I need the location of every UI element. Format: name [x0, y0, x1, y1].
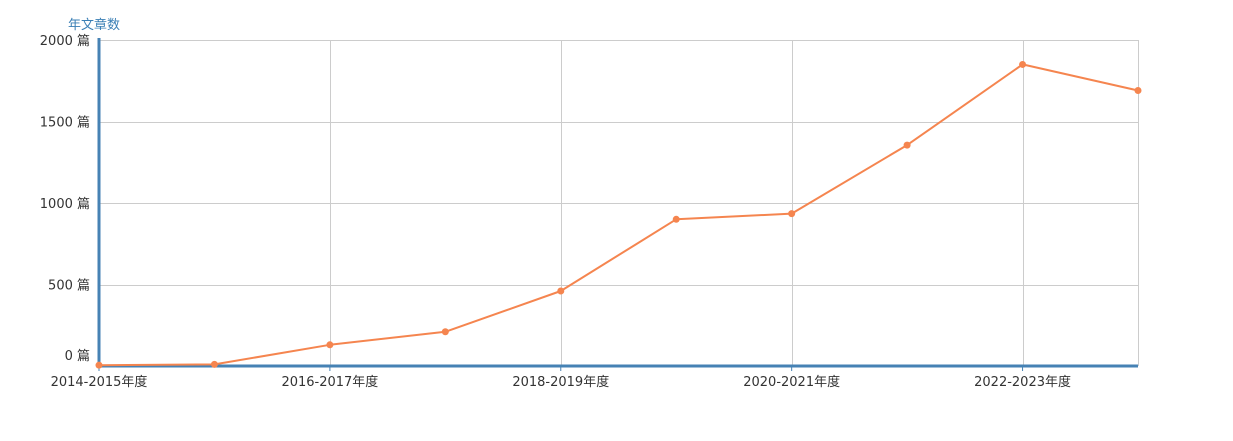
x-tick-label: 2014-2015年度: [51, 374, 148, 390]
y-tick-label: 500 篇: [48, 279, 90, 294]
x-tick-label: 2016-2017年度: [281, 374, 378, 390]
y-tick-label: 1000 篇: [40, 197, 90, 212]
x-tick-label: 2018-2019年度: [512, 374, 609, 390]
y-tick-label: 1500 篇: [40, 116, 90, 131]
data-point: [326, 341, 334, 349]
x-tick-label: 2020-2021年度: [743, 374, 840, 390]
data-point: [1019, 60, 1027, 68]
data-point: [788, 210, 796, 218]
y-axis-title: 年文章数: [68, 17, 120, 33]
data-point: [1134, 87, 1142, 95]
data-point: [95, 361, 103, 369]
y-tick-label: 0 篇: [65, 349, 90, 364]
data-point: [441, 328, 449, 336]
label-layer: 0 篇 500 篇 1000 篇 1500 篇 2000 篇 2014-2015年度 201…: [40, 34, 1071, 390]
series-line: [98, 63, 1139, 367]
x-tick-label: 2022-2023年度: [974, 374, 1071, 390]
axis-layer: [97, 38, 1138, 371]
y-tick-label: 2000 篇: [40, 34, 90, 49]
grid-layer: [99, 40, 1139, 367]
data-point: [672, 215, 680, 223]
data-point: [210, 360, 218, 368]
data-point: [557, 287, 565, 295]
data-point: [903, 141, 911, 149]
series-layer: [95, 60, 1142, 369]
